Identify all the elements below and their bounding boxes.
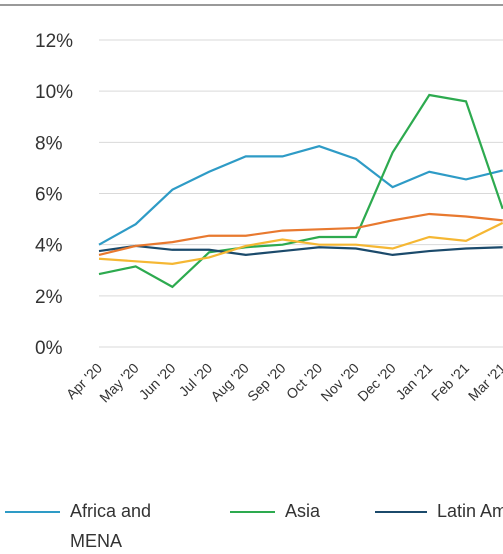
y-tick-label: 6% [35,185,63,206]
legend-swatch [5,511,60,513]
x-tick-label: Nov '20 [317,360,362,405]
x-tick-label: Jun '20 [136,360,179,403]
y-tick-label: 4% [35,236,63,257]
series-line [98,145,503,246]
x-tick-label: Sep '20 [244,360,289,405]
x-tick-label: Jan '21 [392,360,435,403]
y-tick-label: 8% [35,133,63,154]
legend-label: Latin America [437,501,503,521]
y-tick-label: 10% [35,82,73,103]
legend-swatch [375,511,427,513]
series-line [98,93,503,289]
x-tick-label: May '20 [96,360,142,406]
series-line [98,244,503,257]
y-tick-label: 0% [35,338,63,359]
x-tick-label: Dec '20 [354,360,399,405]
legend-label: Africa and MENA [70,501,152,551]
y-tick-label: 2% [35,287,63,308]
series-line [98,212,503,256]
legend-label: Asia [285,501,321,521]
legend-swatch [230,511,275,513]
x-tick-label: Feb '21 [428,360,472,404]
y-tick-label: 12% [35,31,73,52]
series-line [98,221,503,265]
x-tick-label: Aug '20 [207,360,252,405]
x-tick-label: Mar '21 [465,360,503,404]
